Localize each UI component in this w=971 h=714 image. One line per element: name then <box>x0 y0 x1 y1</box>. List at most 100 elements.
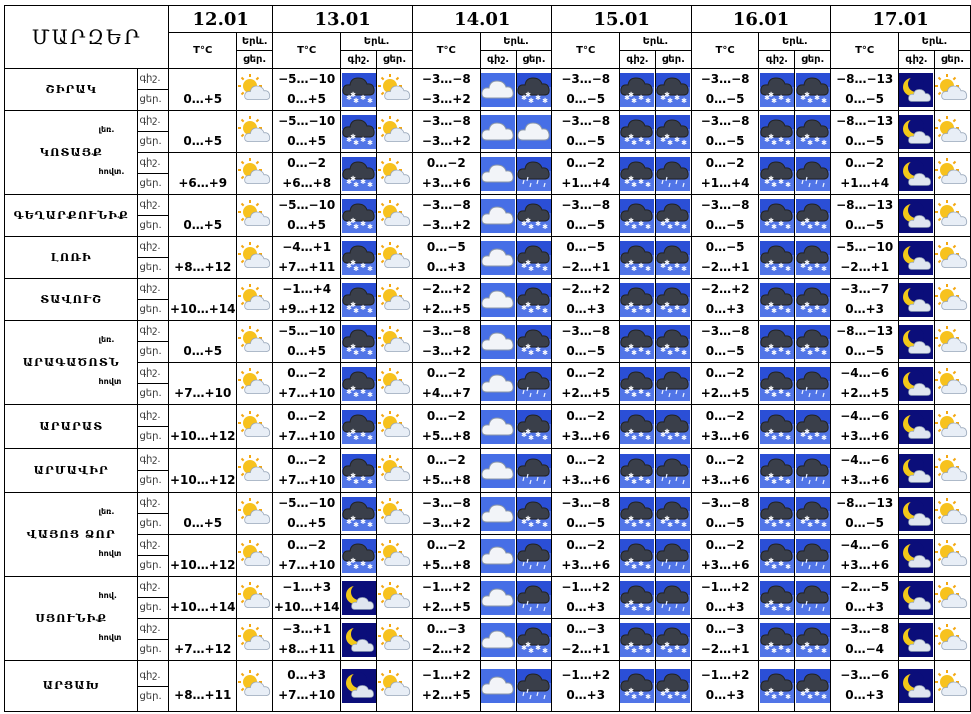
svg-text:✱: ✱ <box>525 515 531 523</box>
day-temp: 0…+3 <box>705 301 745 316</box>
svg-text:✱: ✱ <box>821 97 827 105</box>
svg-text:✱: ✱ <box>639 431 645 439</box>
svg-text:✱: ✱ <box>346 94 352 102</box>
night-temp: −3…−8 <box>840 621 890 636</box>
svg-text:✱: ✱ <box>639 94 645 102</box>
svg-text:✱: ✱ <box>629 91 635 99</box>
moon-cloud-icon <box>340 576 378 619</box>
svg-text:✱: ✱ <box>804 217 810 225</box>
day-temp: +10…+14 <box>169 599 236 614</box>
snow-cloud-icon: ✱ ✱ ✱ ✱ ✱ <box>758 618 796 661</box>
night-label: գիշ. <box>139 669 161 681</box>
svg-text:✱: ✱ <box>367 97 373 105</box>
night-temp: −3…−8 <box>700 495 750 510</box>
svg-text:✱: ✱ <box>525 641 531 649</box>
snow-cloud-icon: ✱ ✱ ✱ ✱ ✱ <box>794 68 832 111</box>
night-temp: −1…+4 <box>282 281 332 296</box>
day-temp: −2…+2 <box>421 641 471 656</box>
night-temp: −1…+2 <box>421 668 471 682</box>
day-temp: +8…+12 <box>174 259 232 274</box>
svg-text:✱: ✱ <box>768 175 774 183</box>
night-temp: 0…−5 <box>705 239 745 254</box>
region-name: ՎԱՅՈՑ ՁՈՐ <box>3 492 139 577</box>
sun-cloud-icon <box>236 534 274 577</box>
night-temp: −2…+2 <box>421 281 471 296</box>
svg-text:✱: ✱ <box>521 346 527 354</box>
temperature-cell: −1…+2 +2…+5 <box>412 660 481 712</box>
svg-text:✱: ✱ <box>681 434 687 442</box>
moon-cloud-icon <box>898 362 935 405</box>
temperature-cell: −1…+2 0…+3 <box>690 660 760 712</box>
zone-label: հով. <box>98 591 117 600</box>
day-temp: +10…+14 <box>169 301 236 316</box>
svg-text:✱: ✱ <box>521 644 527 652</box>
svg-text:✱: ✱ <box>785 693 791 701</box>
day-temp: 0…+5 <box>183 217 223 232</box>
rain-cloud-icon <box>654 576 692 619</box>
svg-text:✱: ✱ <box>646 521 652 529</box>
svg-text:✱: ✱ <box>353 563 359 571</box>
sun-cloud-icon <box>933 576 971 619</box>
day-temp: +3…+6 <box>840 557 890 572</box>
svg-text:✱: ✱ <box>353 265 359 273</box>
day-temp: +3…+6 <box>700 428 750 443</box>
day-temp: 0…+3 <box>426 259 466 274</box>
svg-text:✱: ✱ <box>353 478 359 486</box>
day-temp: 0…−5 <box>566 515 606 530</box>
svg-text:✱: ✱ <box>525 428 531 436</box>
sun-cloud-icon <box>236 448 274 493</box>
day-temp: 0…+3 <box>845 688 885 702</box>
svg-text:✱: ✱ <box>646 265 652 273</box>
night-header: գիշ. <box>618 50 656 69</box>
svg-text:✱: ✱ <box>367 521 373 529</box>
day-temp: 0…−5 <box>566 343 606 358</box>
svg-text:✱: ✱ <box>646 97 652 105</box>
rain-cloud-icon <box>515 660 553 712</box>
snow-cloud-icon: ✱ ✱ ✱ ✱ ✱ <box>758 194 796 237</box>
day-temp: +1…+4 <box>561 175 611 190</box>
period-labels: գիշ. ցեր. <box>137 278 170 321</box>
day-temp: +5…+8 <box>421 557 471 572</box>
night-temp: −1…+2 <box>561 579 611 594</box>
day-temp: −3…+2 <box>421 343 471 358</box>
svg-text:✱: ✱ <box>681 521 687 529</box>
snow-cloud-icon: ✱ ✱ ✱ ✱ ✱ <box>758 576 796 619</box>
svg-text:✱: ✱ <box>785 391 791 399</box>
night-temp: −5…−10 <box>278 495 336 510</box>
svg-text:✱: ✱ <box>639 178 645 186</box>
night-label: գիշ. <box>139 410 161 421</box>
cloud-icon <box>479 194 517 237</box>
snow-cloud-icon: ✱ ✱ ✱ ✱ ✱ <box>758 236 796 279</box>
snow-cloud-icon: ✱ ✱ ✱ ✱ ✱ <box>618 278 656 321</box>
temperature-cell: −3…−8 0…−4 <box>830 618 899 661</box>
svg-text:✱: ✱ <box>804 133 810 141</box>
svg-text:✱: ✱ <box>785 97 791 105</box>
svg-text:✱: ✱ <box>778 518 784 526</box>
svg-text:✱: ✱ <box>764 475 770 483</box>
svg-text:✱: ✱ <box>525 217 531 225</box>
svg-text:✱: ✱ <box>800 136 806 144</box>
temperature-cell: +8…+11 <box>168 660 238 712</box>
night-temp <box>170 407 236 427</box>
svg-text:✱: ✱ <box>360 94 366 102</box>
day-temp: 0…+3 <box>705 599 745 614</box>
svg-text:✱: ✱ <box>360 388 366 396</box>
region-name: ԱՐԱՐԱՏ <box>3 404 139 449</box>
svg-text:✱: ✱ <box>632 434 638 442</box>
temp-header: Т°C <box>551 32 620 69</box>
sun-cloud-icon <box>376 68 414 111</box>
svg-text:✱: ✱ <box>814 644 820 652</box>
svg-text:✱: ✱ <box>660 262 666 270</box>
temperature-cell: −5…−10 0…+5 <box>272 194 342 237</box>
svg-text:✱: ✱ <box>528 223 534 231</box>
svg-text:✱: ✱ <box>814 94 820 102</box>
rain-cloud-icon <box>794 362 832 405</box>
region-row: ԱՐԱԳԱԾՈՏՆ լեռ. գիշ. ցեր. 0…+5 −5…−10 0…+5 ✱ ✱ ✱ ✱ ✱… <box>3 320 971 405</box>
svg-text:✱: ✱ <box>821 349 827 357</box>
moon-cloud-icon <box>898 110 935 153</box>
region-name: ՏԱՎՈՒՇ <box>3 278 139 321</box>
svg-text:✱: ✱ <box>807 307 813 315</box>
temperature-cell: 0…−3 −2…+1 <box>551 618 620 661</box>
night-temp: 0…−2 <box>705 365 745 380</box>
svg-text:✱: ✱ <box>814 690 820 698</box>
